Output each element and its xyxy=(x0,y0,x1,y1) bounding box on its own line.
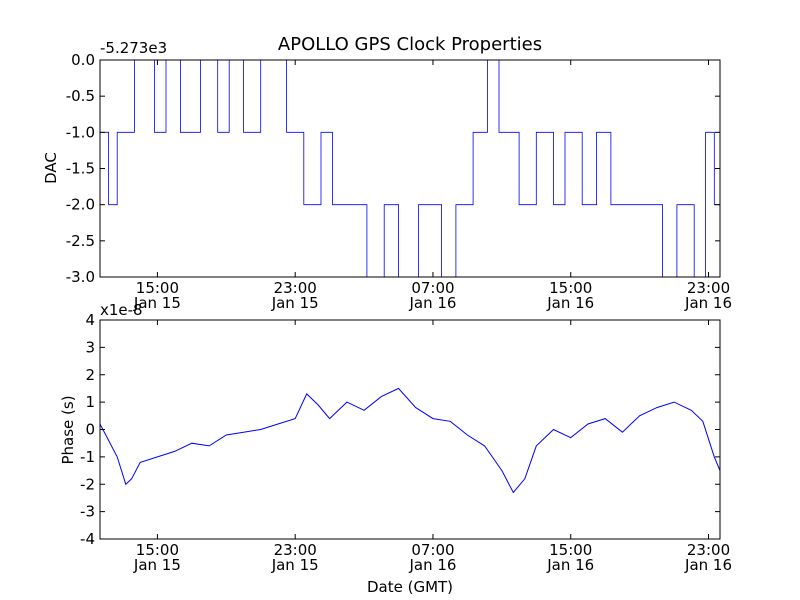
phase-series-line xyxy=(100,387,720,494)
phase-y-axis-label: Phase (s) xyxy=(59,395,77,464)
phase-y-tick-label: -3 xyxy=(80,503,95,521)
phase-y-tick-label: 3 xyxy=(85,338,95,356)
phase-x-tick-date-label: Jan 16 xyxy=(684,556,732,574)
phase-x-tick-time-label: 23:00 xyxy=(687,541,730,559)
dac-x-tick-time-label: 15:00 xyxy=(549,279,592,297)
dac-y-tick-label: -2.0 xyxy=(66,196,95,214)
phase-y-tick-label: -1 xyxy=(80,448,95,466)
dac-y-axis-label: DAC xyxy=(42,152,60,184)
dac-x-tick-date-label: Jan 16 xyxy=(408,294,456,312)
dac-x-tick-time-label: 23:00 xyxy=(687,279,730,297)
dac-x-tick-date-label: Jan 16 xyxy=(546,294,594,312)
dac-y-tick-label: -2.5 xyxy=(66,232,95,250)
dac-x-tick-date-label: Jan 15 xyxy=(271,294,319,312)
dac-x-tick-time-label: 15:00 xyxy=(136,279,179,297)
phase-y-tick-label: 4 xyxy=(85,311,95,329)
phase-x-tick-date-label: Jan 16 xyxy=(546,556,594,574)
dac-y-tick-label: -1.5 xyxy=(66,160,95,178)
dac-x-tick-time-label: 07:00 xyxy=(411,279,454,297)
phase-x-tick-time-label: 15:00 xyxy=(136,541,179,559)
phase-x-tick-time-label: 07:00 xyxy=(411,541,454,559)
dac-y-tick-label: -0.5 xyxy=(66,87,95,105)
phase-y-tick-label: 2 xyxy=(85,366,95,384)
dac-series-line xyxy=(100,60,720,277)
phase-offset-text: x1e-8 xyxy=(100,301,143,319)
phase-x-tick-date-label: Jan 15 xyxy=(133,556,181,574)
phase-x-tick-time-label: 15:00 xyxy=(549,541,592,559)
dac-x-tick-date-label: Jan 16 xyxy=(684,294,732,312)
chart-title: APOLLO GPS Clock Properties xyxy=(278,34,542,55)
phase-x-tick-time-label: 23:00 xyxy=(274,541,317,559)
dac-y-tick-label: -3.0 xyxy=(66,268,95,286)
phase-y-tick-label: 0 xyxy=(85,421,95,439)
x-axis-label: Date (GMT) xyxy=(367,578,453,596)
phase-y-tick-label: -4 xyxy=(80,530,95,548)
phase-x-tick-date-label: Jan 16 xyxy=(408,556,456,574)
dac-x-tick-time-label: 23:00 xyxy=(274,279,317,297)
phase-y-tick-label: 1 xyxy=(85,393,95,411)
phase-x-tick-date-label: Jan 15 xyxy=(271,556,319,574)
phase-y-tick-label: -2 xyxy=(80,475,95,493)
dac-y-tick-label: 0.0 xyxy=(71,51,95,69)
dac-offset-text: -5.273e3 xyxy=(100,39,167,57)
dac-x-tick-date-label: Jan 15 xyxy=(133,294,181,312)
dac-y-tick-label: -1.0 xyxy=(66,123,95,141)
